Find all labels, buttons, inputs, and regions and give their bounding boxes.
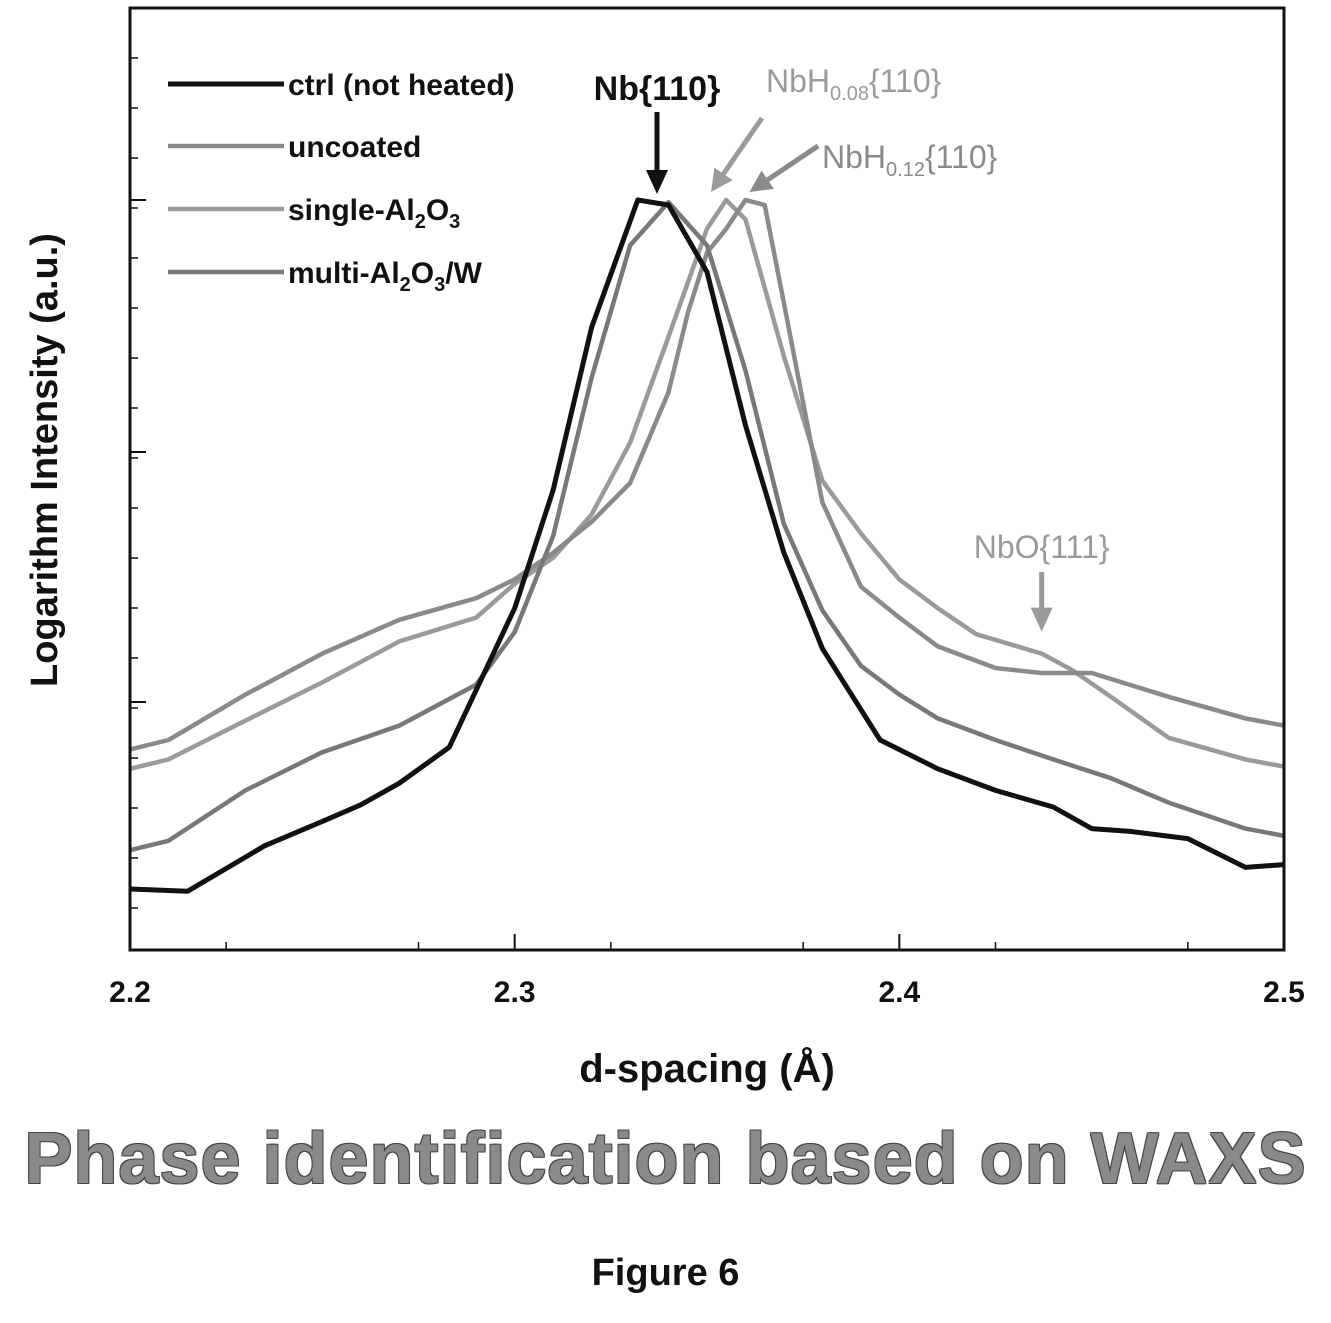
series-line-4 [129,199,1285,853]
annotation-nbh008-arrow-shaft [721,116,765,176]
legend-label: single-Al2O3 [288,194,460,233]
plot-frame [128,6,1286,952]
legend: ctrl (not heated) uncoated single-Al2O3 mul… [168,69,515,296]
plot-series [129,197,1285,894]
legend-label: ctrl (not heated) [288,69,515,102]
waxs-chart: 2.2 2.3 2.4 2.5 Nb{110} NbH0.08{110} NbH0.12{… [24,6,1305,1091]
series-line-3 [129,197,1285,771]
x-axis-ticks: 2.2 2.3 2.4 2.5 [109,934,1305,1009]
figure-label: Figure 6 [591,1252,740,1294]
series-line-2 [129,197,1285,752]
legend-label: multi-Al2O3/W [288,257,483,296]
annotation-nbo111-arrow-head [1030,607,1053,632]
peak-annotations: Nb{110} NbH0.08{110} NbH0.12{110} NbO{111} [594,63,1110,632]
annotation-nb110: Nb{110} [594,70,721,108]
annotation-nbh012: NbH0.12{110} [822,139,998,181]
chart-caption-title: Phase identification based on WAXS [24,1119,1307,1199]
y-axis-ticks [130,57,146,909]
x-tick-label: 2.4 [878,976,920,1009]
annotation-nbo111: NbO{111} [974,529,1110,565]
legend-label: uncoated [288,131,421,164]
series-line-1 [129,197,1285,894]
annotation-arrow-head [645,170,668,194]
annotation-nbh008-arrow-head [711,167,733,192]
annotation-nbh012-arrow-head [749,170,774,192]
annotation-nbh008: NbH0.08{110} [766,63,942,105]
annotation-nbh012-arrow-shaft [766,143,820,182]
x-axis-title: d-spacing (Å) [579,1046,835,1091]
x-tick-label: 2.2 [109,976,151,1009]
y-axis-title: Logarithm Intensity (a.u.) [24,233,66,687]
x-tick-label: 2.3 [494,976,536,1009]
x-tick-label: 2.5 [1263,976,1305,1009]
